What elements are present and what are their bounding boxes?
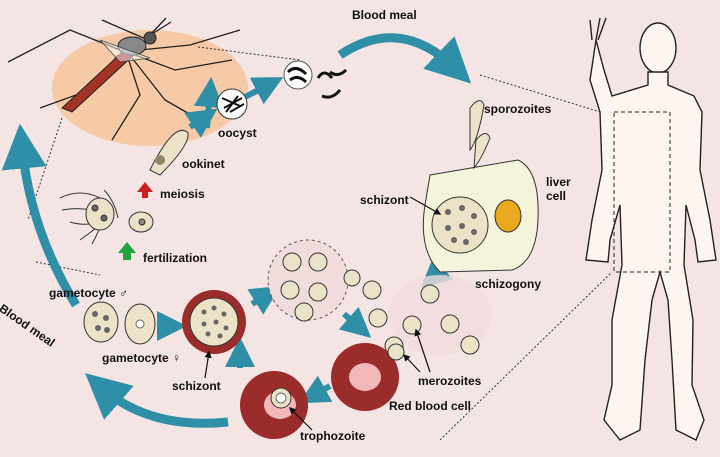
schizont-blood-label: schizont: [172, 379, 221, 393]
red-blood-cell: [331, 343, 405, 411]
trophozoite-cell: [240, 371, 308, 439]
oocyst-cell: [216, 88, 248, 120]
fertilization-arrow: [118, 242, 136, 260]
red-blood-cell-label: Red blood cell: [389, 399, 472, 413]
gametocyte-male-cell: [83, 301, 119, 343]
ookinet-cell: [149, 129, 189, 176]
ookinet-label: ookinet: [182, 157, 225, 171]
schizogony-label: schizogony: [475, 277, 542, 291]
gametocyte-male-label: gametocyte ♂: [49, 286, 129, 300]
mosquito-illustration: [7, 17, 248, 146]
liver-cell-label: liver cell: [546, 175, 571, 203]
merozoites-label: merozoites: [418, 374, 482, 388]
gametocyte-female-label: gametocyte ♀: [102, 351, 182, 365]
liver-zoom-box: [613, 111, 671, 273]
merozoites-cluster-2: [343, 269, 388, 328]
sporozoites-mosquito: [283, 60, 348, 99]
meiosis-arrow: [137, 182, 153, 198]
gametocyte-female-cell: [124, 303, 156, 345]
trophozoite-label: trophozoite: [300, 429, 366, 443]
blood-meal-top-label: Blood meal: [352, 8, 417, 22]
human-figure: [585, 17, 717, 441]
fertilization-label: fertilization: [143, 251, 208, 265]
gamete-fertilization-cluster: [59, 189, 154, 245]
meiosis-label: meiosis: [160, 187, 205, 201]
liver-cell: [422, 159, 539, 273]
oocyst-label: oocyst: [218, 126, 257, 140]
schizont-liver-label: schizont: [360, 193, 409, 207]
label-pointers: [204, 196, 442, 431]
blood-schizont-cell: [182, 290, 246, 354]
merozoites-cluster-1: [267, 239, 349, 322]
sporozoites-liver: [469, 100, 491, 170]
sporozoites-label: sporozoites: [484, 102, 552, 116]
